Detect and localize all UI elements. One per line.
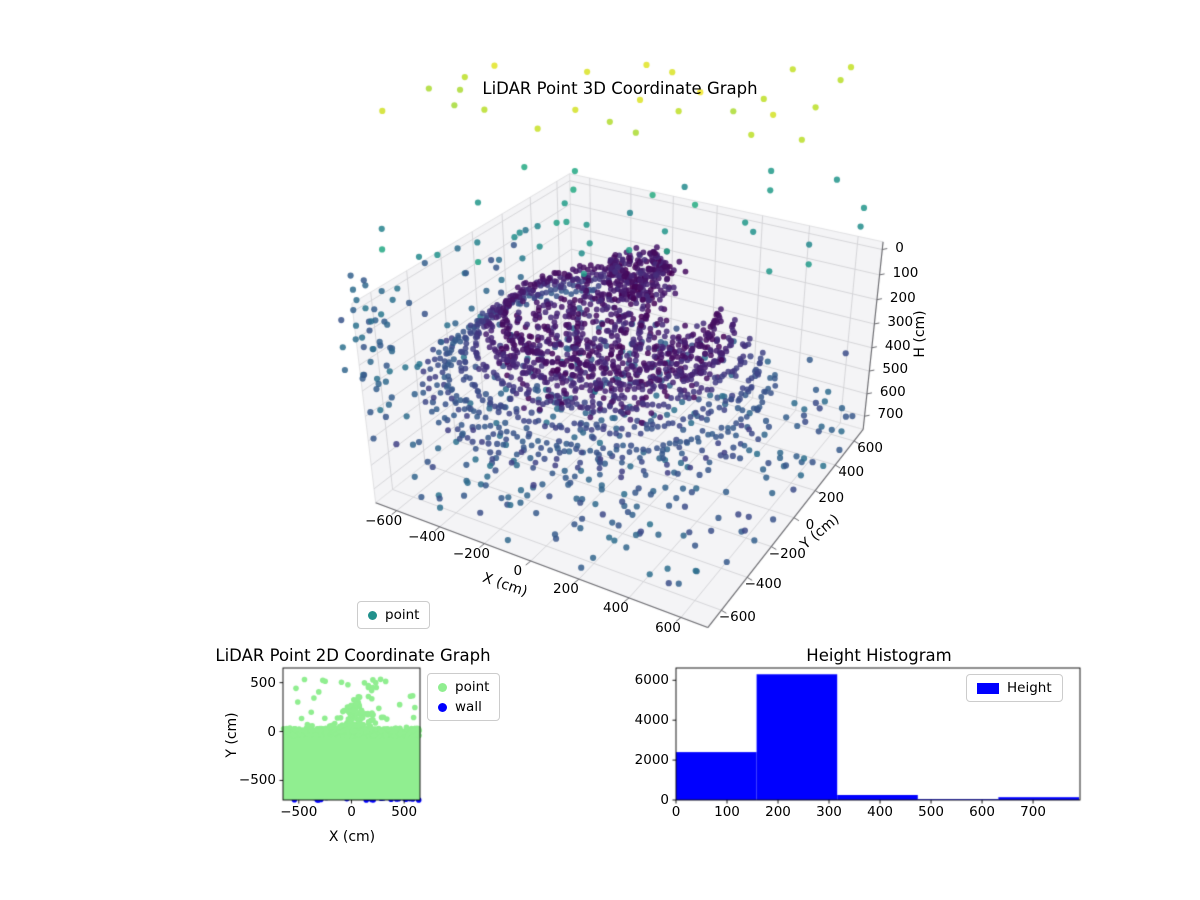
figure: LiDAR Point 3D Coordinate Graph X (cm) Y…	[0, 0, 1200, 900]
charts-canvas	[0, 0, 1200, 900]
